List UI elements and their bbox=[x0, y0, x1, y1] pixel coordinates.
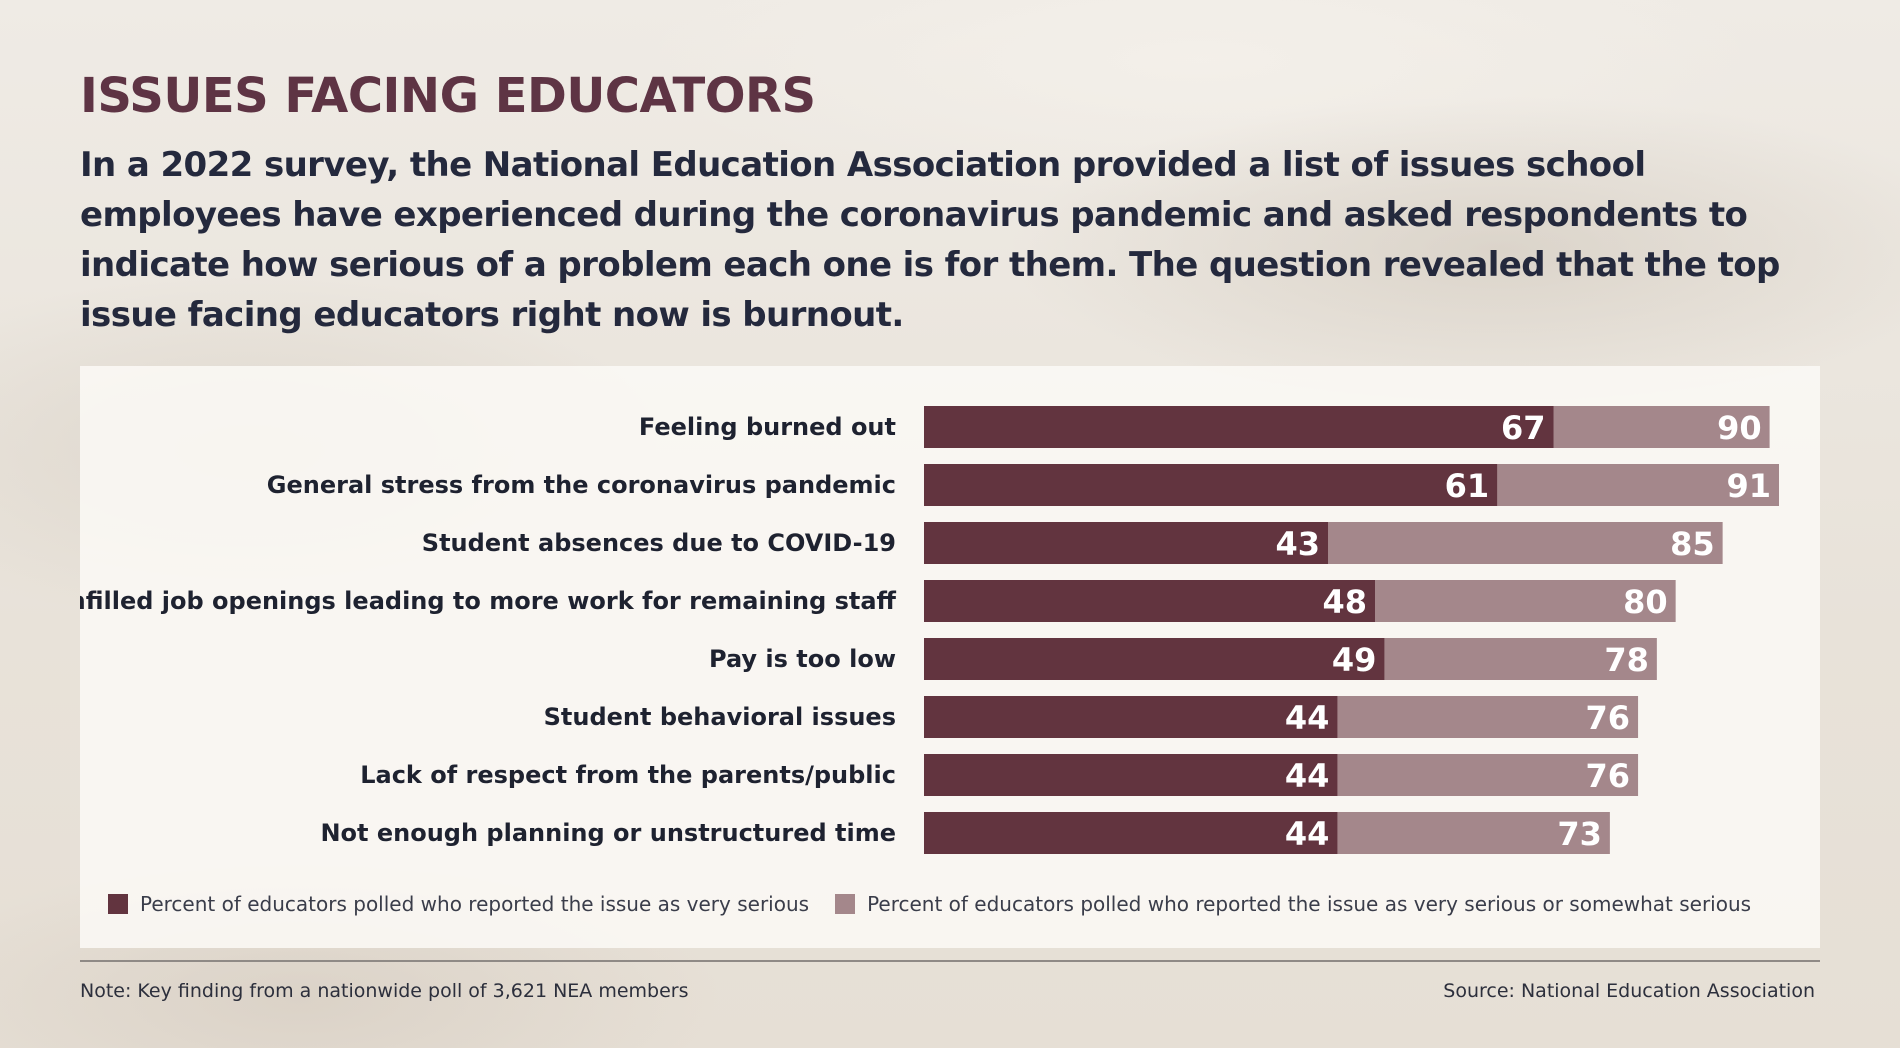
value-label-very-or-somewhat-serious-lack-of-respect-from-the-parents-public: 76 bbox=[1586, 757, 1631, 795]
value-label-very-or-somewhat-serious-student-absences-due-to-covid-19: 85 bbox=[1670, 525, 1715, 563]
bar-chart: Feeling burned out 67 90 General stress fro… bbox=[80, 406, 1779, 854]
category-label-unfilled-job-openings-leading-to-more-work-for-remaining-staff: Unfilled job openings leading to more wo… bbox=[80, 587, 897, 615]
bar-very-serious-student-absences-due-to-covid-19 bbox=[924, 522, 1329, 564]
bar-very-serious-not-enough-planning-or-unstructured-time bbox=[924, 812, 1338, 854]
footer-source: Source: National Education Association bbox=[1443, 980, 1815, 1002]
legend-item-very-or-somewhat-serious: Percent of educators polled who reported… bbox=[835, 892, 1751, 916]
category-label-feeling-burned-out: Feeling burned out bbox=[639, 413, 896, 441]
value-label-very-or-somewhat-serious-unfilled-job-openings-leading-to-more-work-for-remaining-staff: 80 bbox=[1623, 583, 1668, 621]
category-label-student-behavioral-issues: Student behavioral issues bbox=[544, 703, 896, 731]
category-label-not-enough-planning-or-unstructured-time: Not enough planning or unstructured time bbox=[320, 819, 896, 847]
value-label-very-serious-student-absences-due-to-covid-19: 43 bbox=[1275, 525, 1320, 563]
legend-item-very-serious: Percent of educators polled who reported… bbox=[108, 892, 809, 916]
bar-very-serious-unfilled-job-openings-leading-to-more-work-for-remaining-staff bbox=[924, 580, 1375, 622]
value-label-very-or-somewhat-serious-general-stress-from-the-coronavirus-pandemic: 91 bbox=[1726, 467, 1771, 505]
value-label-very-or-somewhat-serious-feeling-burned-out: 90 bbox=[1717, 409, 1762, 447]
chart-subtitle: In a 2022 survey, the National Education… bbox=[80, 145, 1780, 335]
value-label-very-serious-unfilled-job-openings-leading-to-more-work-for-remaining-staff: 48 bbox=[1322, 583, 1367, 621]
value-label-very-or-somewhat-serious-not-enough-planning-or-unstructured-time: 73 bbox=[1557, 815, 1602, 853]
category-label-general-stress-from-the-coronavirus-pandemic: General stress from the coronavirus pand… bbox=[267, 471, 896, 499]
chart-panel: Feeling burned out 67 90 General stress fro… bbox=[80, 366, 1820, 948]
bar-very-serious-pay-is-too-low bbox=[924, 638, 1385, 680]
footer-note: Note: Key finding from a nationwide poll… bbox=[80, 980, 689, 1002]
legend-label-very-serious: Percent of educators polled who reported… bbox=[140, 892, 810, 916]
legend-swatch-very-serious bbox=[108, 894, 128, 914]
category-label-pay-is-too-low: Pay is too low bbox=[709, 645, 896, 673]
bar-very-serious-lack-of-respect-from-the-parents-public bbox=[924, 754, 1338, 796]
value-label-very-serious-lack-of-respect-from-the-parents-public: 44 bbox=[1285, 757, 1330, 795]
legend-label-very-or-somewhat-serious: Percent of educators polled who reported… bbox=[867, 892, 1752, 916]
value-label-very-serious-pay-is-too-low: 49 bbox=[1332, 641, 1377, 679]
value-label-very-serious-feeling-burned-out: 67 bbox=[1501, 409, 1546, 447]
value-label-very-serious-general-stress-from-the-coronavirus-pandemic: 61 bbox=[1445, 467, 1490, 505]
footer-divider bbox=[80, 960, 1820, 962]
legend-swatch-very-or-somewhat-serious bbox=[835, 894, 856, 914]
chart-title: ISSUES FACING EDUCATORS bbox=[80, 68, 816, 124]
category-label-lack-of-respect-from-the-parents-public: Lack of respect from the parents/public bbox=[360, 761, 896, 789]
bar-very-serious-feeling-burned-out bbox=[924, 406, 1554, 448]
value-label-very-serious-not-enough-planning-or-unstructured-time: 44 bbox=[1285, 815, 1330, 853]
value-label-very-or-somewhat-serious-student-behavioral-issues: 76 bbox=[1586, 699, 1631, 737]
value-label-very-or-somewhat-serious-pay-is-too-low: 78 bbox=[1604, 641, 1649, 679]
value-label-very-serious-student-behavioral-issues: 44 bbox=[1285, 699, 1330, 737]
category-label-student-absences-due-to-covid-19: Student absences due to COVID-19 bbox=[422, 529, 896, 557]
legend: Percent of educators polled who reported… bbox=[108, 892, 1777, 916]
bar-very-serious-general-stress-from-the-coronavirus-pandemic bbox=[924, 464, 1498, 506]
bar-very-serious-student-behavioral-issues bbox=[924, 696, 1338, 738]
